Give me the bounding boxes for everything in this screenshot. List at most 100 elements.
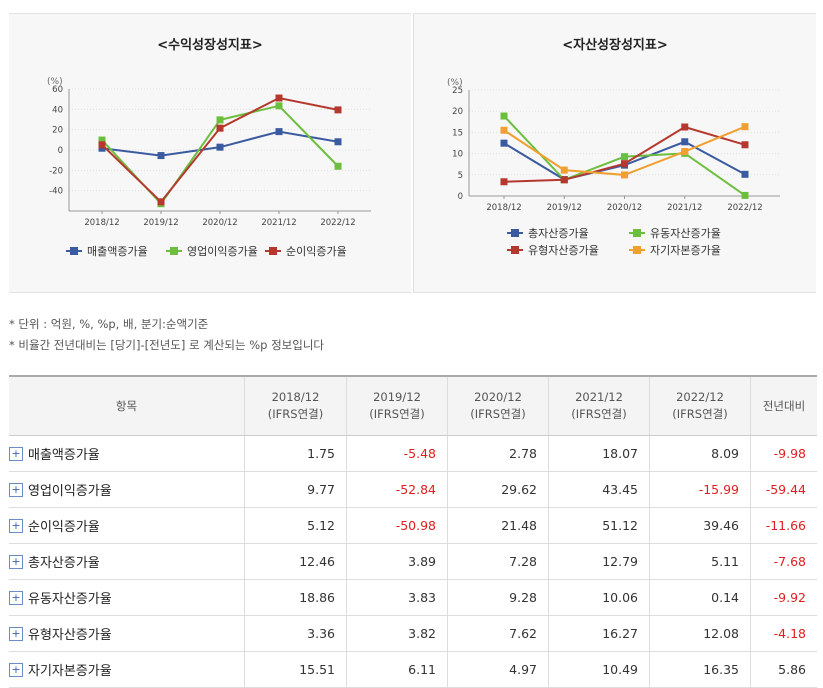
table-cell: 3.83 [346,579,448,616]
header-item: 항목 [9,375,245,436]
chart-panel-revenue-growth: <수익성장성지표> (%) 60 40 20 0 -20 -40 2018/12 2019/12… [9,13,411,293]
legend-marker [511,229,519,237]
data-point [500,139,508,147]
expand-row-button[interactable]: + [9,518,23,533]
note-ratio: * 비율간 전년대비는 [당기]-[전년도] 로 계산되는 %p 정보입니다 [9,338,324,352]
table-cell: 12.08 [649,615,751,652]
table-cell: 29.62 [447,471,549,508]
table-cell: 18.07 [548,435,650,472]
table-cell: 5.86 [750,651,817,688]
legend-marker [633,229,641,237]
table-cell: 8.09 [649,435,751,472]
header-text: (IFRS연결) [571,407,627,421]
x-tick-label: 2021/12 [261,218,296,228]
row-label: 순이익증가율 [28,520,100,535]
row-label-cell: + 순이익증가율 [9,507,245,544]
data-point [334,162,342,170]
x-tick-label: 2021/12 [667,203,702,213]
notes: * 단위 : 억원, %, %p, 배, 분기:순액기준 * 비율간 전년대비는… [9,314,324,356]
row-label-cell: + 자기자본증가율 [9,651,245,688]
expand-row-button[interactable]: + [9,626,23,641]
table-cell: 15.51 [244,651,347,688]
table-row: + 유동자산증가율 18.86 3.83 9.28 10.06 0.14 -9.92 [9,579,817,616]
expand-row-button[interactable]: + [9,554,23,569]
data-point [741,123,749,131]
x-tick-label: 2018/12 [84,218,119,228]
header-yoy: 전년대비 [750,375,817,436]
table-header-row: 항목 2018/12 (IFRS연결) 2019/12 (IFRS연결) 2020/… [9,375,817,436]
data-point [741,141,749,149]
row-label: 영업이익증가율 [28,484,112,499]
data-point [157,152,165,160]
header-2020: 2020/12 (IFRS연결) [447,375,549,436]
chart-title: <자산성장성지표> [562,38,668,53]
legend-marker [633,246,641,254]
row-label: 유형자산증가율 [28,628,112,643]
table-cell: 10.49 [548,651,650,688]
row-label: 총자산증가율 [28,556,100,571]
y-unit-label: (%) [447,78,463,88]
expand-row-button[interactable]: + [9,482,23,497]
table-cell: 9.28 [447,579,549,616]
data-point [741,191,749,199]
legend-marker [170,247,178,255]
x-tick-label: 2018/12 [486,203,521,213]
table-cell: -52.84 [346,471,448,508]
expand-row-button[interactable]: + [9,446,23,461]
table-cell: 18.86 [244,579,347,616]
expand-row-button[interactable]: + [9,662,23,677]
data-point [334,106,342,114]
legend-label: 자기자본증가율 [650,244,721,257]
row-label-cell: + 매출액증가율 [9,435,245,472]
y-unit-label: (%) [47,77,63,87]
y-tick-label: 40 [52,105,63,115]
data-point [275,102,283,110]
data-point [216,124,224,132]
header-text: 전년대비 [762,398,806,413]
table-cell: 3.89 [346,543,448,580]
legend-label: 총자산증가율 [528,227,589,240]
table-row: + 영업이익증가율 9.77 -52.84 29.62 43.45 -15.99 -59.44 [9,471,817,508]
header-text: (IFRS연결) [369,407,425,421]
x-tick-label: 2020/12 [607,203,642,213]
data-point [741,170,749,178]
y-tick-label: -40 [49,187,63,197]
data-point [98,136,106,144]
y-tick-label: 10 [452,150,463,160]
legend-label: 영업이익증가율 [187,245,258,258]
row-label-cell: + 총자산증가율 [9,543,245,580]
table-cell: -59.44 [750,471,817,508]
data-point [681,123,689,131]
header-2021: 2021/12 (IFRS연결) [548,375,650,436]
y-tick-label: 15 [452,128,463,138]
legend-marker [269,247,277,255]
header-text: 2021/12 [575,390,623,404]
row-label: 유동자산증가율 [28,592,112,607]
table-cell: 5.11 [649,543,751,580]
data-point [157,198,165,206]
header-text: 2022/12 [676,390,724,404]
data-point [216,116,224,124]
table-cell: 12.46 [244,543,347,580]
header-text: 항목 [115,398,138,413]
table-cell: -15.99 [649,471,751,508]
chart-panel-asset-growth: <자산성장성지표> (%) 25 20 15 10 5 0 2018/12 2019/12 202… [413,13,816,293]
row-label-cell: + 유형자산증가율 [9,615,245,652]
table-cell: 9.77 [244,471,347,508]
legend-label: 유형자산증가율 [528,244,599,257]
y-tick-label: 0 [458,192,463,202]
table-cell: 4.97 [447,651,549,688]
row-label: 매출액증가율 [28,448,100,463]
table-cell: 7.62 [447,615,549,652]
header-text: (IFRS연결) [267,407,324,421]
table-cell: 43.45 [548,471,650,508]
y-tick-label: 60 [52,85,63,95]
table-cell: 16.35 [649,651,751,688]
row-label: 자기자본증가율 [28,664,112,679]
data-point [621,160,628,168]
expand-row-button[interactable]: + [9,590,23,605]
chart-title: <수익성장성지표> [157,38,263,53]
line-chart-asset-growth: (%)25 20 15 10 5 0 2018/12 2019/12 2020/12 2021/1… [447,78,780,257]
data-point [560,166,568,174]
table-cell: -7.68 [750,543,817,580]
